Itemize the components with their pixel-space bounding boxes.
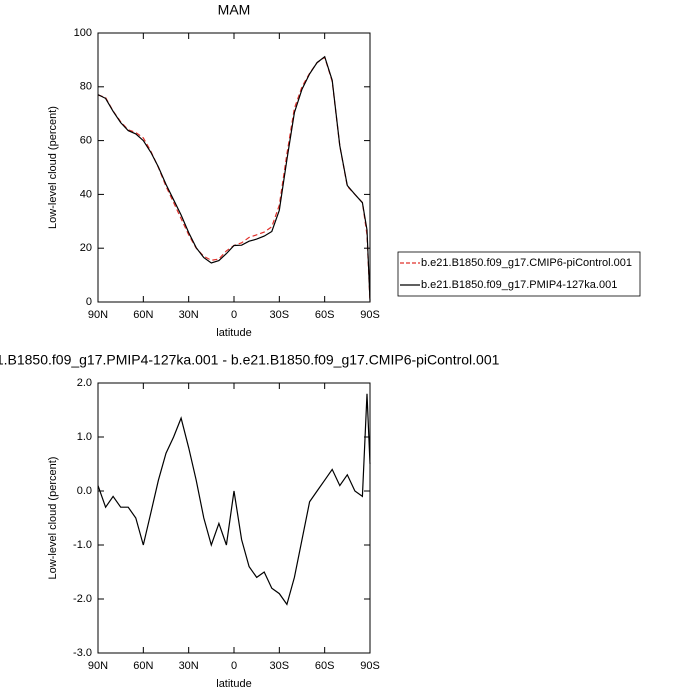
x-tick-label: 60S xyxy=(315,309,335,321)
y-tick-label: -1.0 xyxy=(73,539,92,551)
x-tick-label: 60S xyxy=(315,660,335,672)
legend-label: b.e21.B1850.f09_g17.PMIP4-127ka.001 xyxy=(421,279,617,291)
x-axis-label: latitude xyxy=(216,678,251,690)
series-line xyxy=(97,56,371,303)
x-tick-label: 90S xyxy=(360,309,380,321)
x-tick-label: 0 xyxy=(231,660,237,672)
x-tick-label: 30N xyxy=(179,309,199,321)
x-tick-label: 30S xyxy=(270,660,290,672)
panel: b.e21.B1850.f09_g17.PMIP4-127ka.001 - b.… xyxy=(0,352,500,690)
x-tick-label: 90N xyxy=(88,660,108,672)
x-tick-label: 30N xyxy=(179,660,199,672)
y-tick-label: 1.0 xyxy=(77,431,92,443)
x-tick-label: 60N xyxy=(133,309,153,321)
panel: MAM 90N 60N 30N 0 30S 60S 90S 0 20 40 60 80 100 latitu… xyxy=(47,2,641,339)
series-line xyxy=(97,55,371,301)
y-tick-label: 0.0 xyxy=(77,485,92,497)
y-tick-label: 40 xyxy=(80,188,92,200)
y-tick-label: 100 xyxy=(74,27,92,39)
x-tick-label: 60N xyxy=(133,660,153,672)
y-tick-label: 20 xyxy=(80,242,92,254)
plot-frame xyxy=(97,382,371,654)
x-tick-label: 30S xyxy=(270,309,290,321)
y-tick-label: -3.0 xyxy=(73,647,92,659)
legend-box xyxy=(397,251,641,297)
chart-title: b.e21.B1850.f09_g17.PMIP4-127ka.001 - b.… xyxy=(0,352,500,368)
x-tick-label: 90N xyxy=(88,309,108,321)
chart-title: MAM xyxy=(218,2,251,18)
x-axis-label: latitude xyxy=(216,327,251,339)
y-tick-label: 2.0 xyxy=(77,377,92,389)
x-tick-label: 0 xyxy=(231,309,237,321)
legend-label: b.e21.B1850.f09_g17.CMIP6-piControl.001 xyxy=(421,257,632,269)
y-tick-label: 80 xyxy=(80,81,92,93)
y-tick-label: 0 xyxy=(86,296,92,308)
y-tick-label: 60 xyxy=(80,135,92,147)
y-axis-label: Low-level cloud (percent) xyxy=(47,457,59,580)
y-axis-label: Low-level cloud (percent) xyxy=(47,106,59,229)
series-line xyxy=(97,393,371,606)
y-tick-label: -2.0 xyxy=(73,593,92,605)
x-tick-label: 90S xyxy=(360,660,380,672)
